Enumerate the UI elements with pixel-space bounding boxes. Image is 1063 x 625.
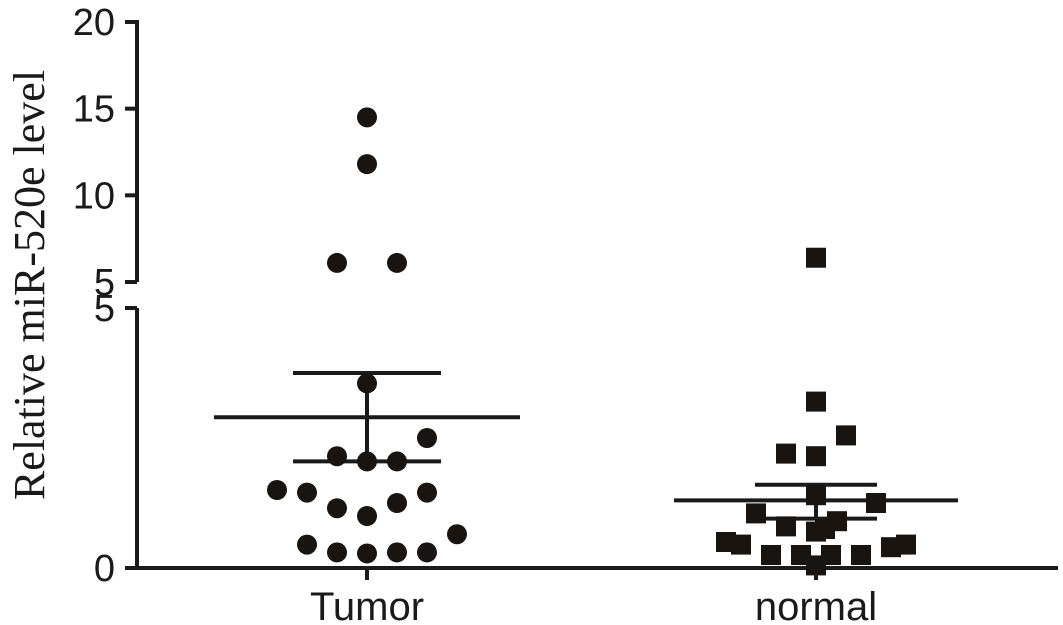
tumor-point-11: [417, 482, 437, 503]
normal-point-1: [806, 391, 826, 412]
y-ticks: 0 55 10 15 20: [73, 2, 137, 590]
y-tick-label-upper-5: 5: [94, 262, 115, 304]
tumor-point-7: [357, 451, 377, 472]
normal-point-2: [836, 425, 856, 446]
normal-point-4: [806, 446, 826, 467]
normal-point-19: [851, 545, 871, 565]
y-tick-label-upper-20: 20: [73, 2, 115, 44]
normal-point-5: [806, 485, 826, 506]
category-label-normal: normal: [755, 585, 877, 625]
tumor-point-13: [327, 498, 347, 519]
tumor-point-4: [357, 373, 377, 394]
y-axis-title: Relative miR-520e level: [5, 70, 54, 500]
tumor-point-18: [357, 543, 377, 564]
tumor-point-19: [387, 542, 407, 563]
normal-point-3: [776, 443, 796, 464]
normal-point-11: [806, 521, 826, 542]
normal-point-16: [761, 545, 781, 565]
category-label-tumor: Tumor: [310, 585, 424, 625]
tumor-point-9: [267, 480, 287, 500]
tumor-point-17: [327, 542, 347, 563]
tumor-point-15: [447, 524, 467, 545]
tumor-point-2: [327, 252, 347, 273]
tumor-point-6: [327, 446, 347, 467]
normal-point-6: [866, 493, 886, 513]
y-tick-label-upper-15: 15: [73, 89, 115, 131]
normal-point-7: [746, 503, 766, 524]
mean-sem-bars: [214, 371, 958, 521]
tumor-point-1: [357, 154, 377, 175]
normal-point-15: [896, 534, 916, 555]
normal-point-9: [776, 516, 796, 537]
tumor-point-10: [297, 482, 317, 503]
tumor-point-3: [387, 252, 407, 273]
normal-point-13: [731, 534, 751, 555]
tumor-point-5: [417, 428, 437, 448]
tumor-point-14: [357, 506, 377, 526]
y-tick-label-lower-0: 0: [94, 548, 115, 590]
y-tick-label-lower-5: 5: [94, 288, 115, 330]
tumor-point-8: [387, 451, 407, 472]
tumor-point-0: [357, 107, 377, 128]
tumor-point-12: [387, 493, 407, 513]
tumor-point-16: [297, 534, 317, 555]
normal-point-0: [806, 247, 826, 268]
normal-point-20: [806, 555, 826, 576]
tumor-point-20: [417, 542, 437, 563]
data-points: [267, 107, 916, 576]
y-tick-label-upper-10: 10: [73, 175, 115, 217]
